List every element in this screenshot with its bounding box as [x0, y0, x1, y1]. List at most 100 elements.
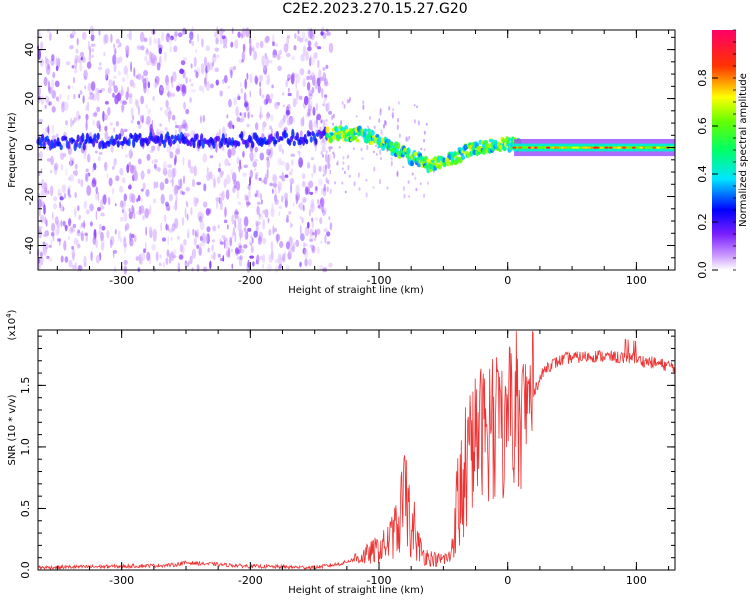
spectrogram-ridge-blob	[334, 127, 339, 133]
spectrogram-noise-blob	[309, 57, 312, 67]
spectrogram-noise-blob	[304, 226, 310, 237]
spectrogram-noise-blob	[85, 168, 89, 173]
spectrogram-noise-blob	[46, 255, 50, 259]
spectrogram-speck	[391, 112, 394, 118]
spectrogram-speck	[365, 192, 368, 198]
spectrogram-ridge-blob	[130, 134, 134, 139]
spectrogram-noise-blob	[48, 258, 53, 262]
spectrogram-ridge-blob	[198, 139, 202, 147]
spectrogram-noise-blob	[179, 178, 183, 189]
spectrogram-noise-blob	[172, 255, 177, 259]
spectrogram-ridge-blob	[430, 159, 435, 164]
spectrogram-ridge-blob	[428, 168, 433, 172]
spectrogram-speck	[361, 157, 364, 160]
spectrogram-noise-blob	[272, 41, 275, 47]
spectrogram-ridge-blob	[41, 133, 45, 143]
spectrogram-noise-blob	[162, 261, 165, 268]
spectrogram-noise-blob	[309, 234, 314, 240]
spectrogram-ridge-blob	[212, 140, 216, 149]
spectrogram-noise-blob	[104, 162, 107, 168]
spectrogram-noise-blob	[246, 72, 249, 80]
spectrogram-noise-blob	[305, 113, 310, 119]
colorbar-ticks: 0.0 0.2 0.4 0.6 0.8	[696, 29, 736, 279]
spectrogram-noise-blob	[298, 157, 303, 168]
spectrogram-noise-blob	[39, 251, 43, 257]
spectrogram-noise-blob	[305, 37, 308, 41]
spectrogram-noise-blob	[329, 222, 333, 231]
spectrogram-speck	[423, 139, 426, 143]
spectrogram-noise-blob	[40, 189, 45, 199]
spectrogram-ridge-blob	[355, 138, 360, 143]
spectrogram-noise-blob	[239, 82, 242, 88]
spectrogram-noise-blob	[138, 205, 142, 216]
spectrogram-noise-blob	[104, 114, 108, 121]
spectrogram-noise-blob	[112, 249, 118, 254]
spectrogram-noise-blob	[84, 85, 87, 90]
spectrogram-noise-blob	[227, 122, 232, 128]
spectrogram-noise-blob	[282, 257, 286, 264]
spectrogram-noise-blob	[44, 95, 50, 103]
snr-background	[38, 330, 675, 570]
spectrogram-noise-blob	[285, 162, 290, 171]
spectrogram-ridge-blob	[469, 150, 474, 157]
spectrogram-noise-blob	[80, 51, 84, 58]
spectrogram-noise-blob	[137, 158, 142, 165]
spectrogram-noise-blob	[160, 222, 163, 232]
spectrogram-noise-blob	[304, 243, 308, 247]
spectrogram-ridge-blob	[116, 140, 120, 148]
spectrogram-noise-blob	[328, 146, 331, 152]
spectrogram-noise-blob	[240, 88, 244, 94]
spectrogram-noise-blob	[188, 39, 192, 44]
spectrogram-noise-blob	[187, 260, 191, 266]
spectrogram-noise-blob	[259, 152, 265, 161]
spectrogram-noise-blob	[102, 194, 107, 205]
spectrogram-ridge-blob	[81, 132, 85, 143]
spectrogram-noise-blob	[63, 192, 67, 199]
spectrogram-noise-blob	[153, 159, 159, 163]
spectrogram-noise-blob	[265, 79, 269, 85]
spectrogram-noise-blob	[112, 54, 117, 60]
spectrogram-noise-blob	[219, 238, 222, 243]
spectrogram-speck	[362, 104, 365, 110]
spectrogram-noise-blob	[299, 225, 302, 236]
spectrogram-speck	[357, 172, 360, 178]
spectrogram-noise-blob	[213, 177, 216, 189]
spectrogram-ridge	[36, 125, 675, 174]
spectrogram-noise-blob	[170, 35, 174, 41]
spectrogram-noise-blob	[133, 212, 136, 219]
spectrogram-noise-blob	[307, 221, 310, 229]
spectrogram-noise-blob	[303, 242, 306, 248]
spectrogram-noise-blob	[223, 237, 228, 242]
spectrogram-noise-blob	[189, 165, 195, 174]
spectrogram-noise-blob	[244, 230, 247, 241]
spectrogram-noise-blob	[219, 241, 224, 245]
spectrogram-noise-blob	[112, 92, 115, 98]
spectrogram-ridge-blob	[64, 136, 68, 141]
spectrogram-ridge-blob	[118, 133, 122, 140]
spectrogram-noise-blob	[243, 216, 249, 227]
spectrogram-noise-blob	[319, 126, 322, 131]
spectrogram-ridge-blob	[237, 141, 241, 147]
spectrogram-noise-blob	[302, 247, 307, 255]
spectrogram-noise-blob	[85, 173, 88, 182]
spectrogram-noise-blob	[224, 206, 227, 218]
spectrogram-noise-blob	[212, 225, 217, 232]
spectrogram-noise-blob	[157, 132, 161, 136]
spectrogram-noise-blob	[307, 104, 312, 112]
spectrogram-noise-blob	[222, 255, 225, 262]
spectrogram-noise-blob	[215, 37, 219, 45]
spectrogram-band-spot	[613, 146, 618, 149]
spectrogram-noise-blob	[254, 75, 258, 85]
spectrogram-noise-blob	[177, 179, 182, 186]
spectrogram-noise-blob	[113, 160, 116, 169]
spectrogram-noise-blob	[326, 231, 331, 237]
spectrogram-noise-blob	[146, 48, 149, 54]
spectrogram-noise-blob	[179, 68, 185, 75]
spectrogram-noise-blob	[328, 262, 333, 268]
spectrogram-noise-blob	[235, 106, 239, 117]
spectrogram-noise-blob	[300, 233, 305, 242]
spectrogram-noise-blob	[244, 101, 248, 108]
spectrogram-noise-blob	[116, 60, 121, 64]
spectrogram-noise-blob	[52, 124, 54, 135]
spectrogram-ridge-blob	[275, 131, 279, 140]
